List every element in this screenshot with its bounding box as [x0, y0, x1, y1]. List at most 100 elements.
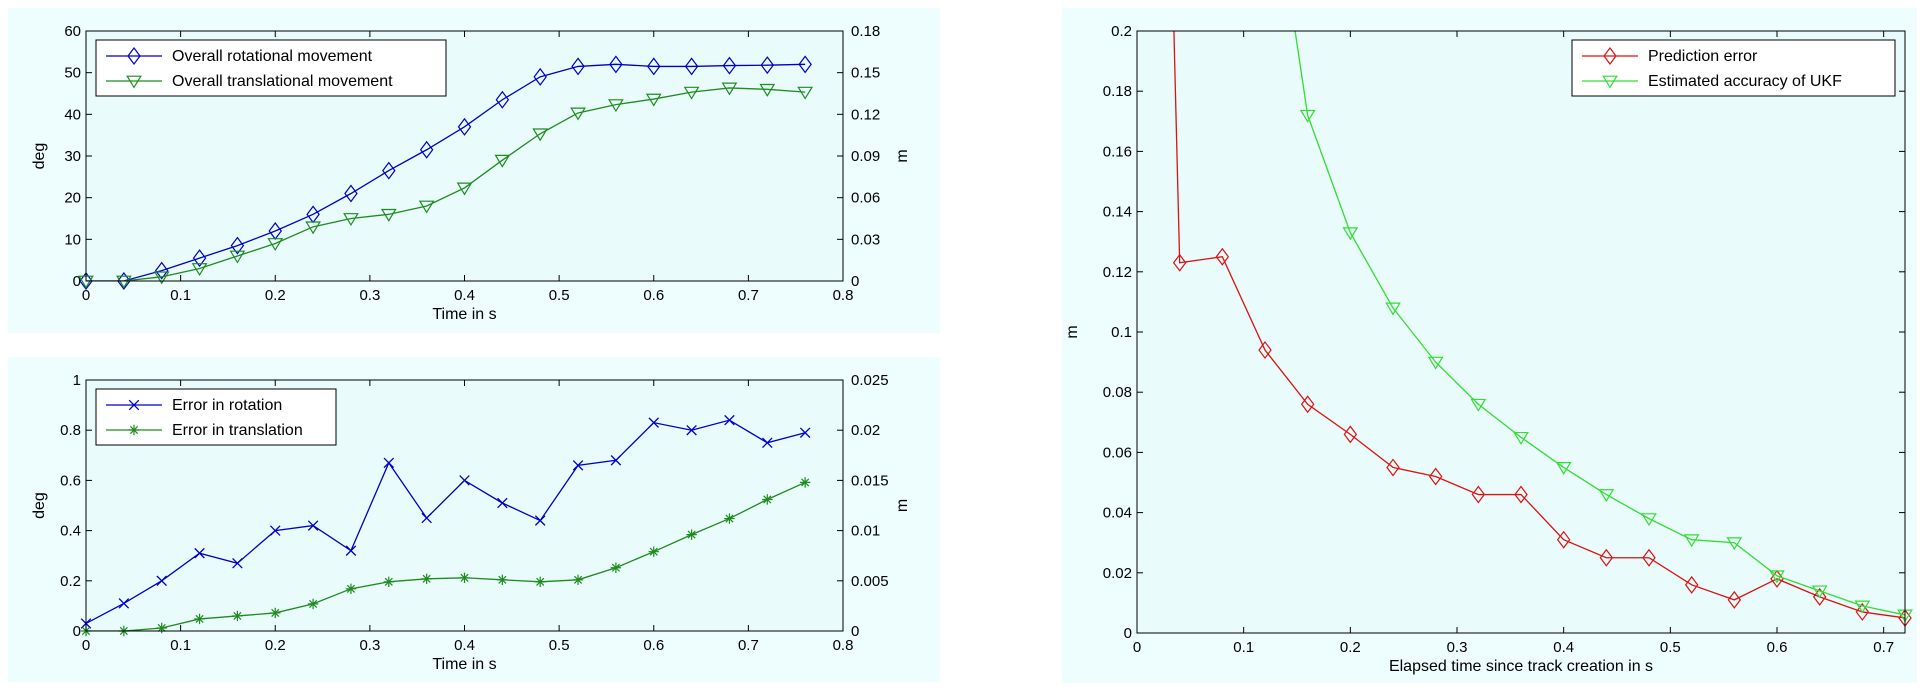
data-point	[307, 598, 319, 610]
series-line	[1173, 31, 1905, 619]
y-tick-label-left: 0.8	[60, 422, 81, 439]
data-point	[1598, 489, 1615, 503]
x-tick-label: 0.4	[454, 287, 475, 304]
data-point	[1727, 590, 1742, 609]
series-1	[1294, 31, 1905, 616]
data-point	[1299, 109, 1316, 123]
x-tick-label: 0.7	[738, 637, 759, 654]
data-point	[684, 57, 699, 76]
y-tick-label-left: 0.18	[1103, 83, 1132, 100]
legend-label: Prediction error	[1648, 48, 1758, 65]
data-point	[457, 117, 472, 136]
data-point	[1854, 600, 1871, 614]
data-point	[153, 271, 170, 285]
data-point	[117, 272, 131, 290]
data-point	[154, 261, 169, 280]
series-1	[86, 481, 806, 631]
data-point	[724, 414, 735, 426]
series-line	[86, 87, 806, 281]
y-tick-label-right: 0	[851, 623, 859, 640]
data-point	[194, 613, 205, 625]
data-point	[610, 562, 622, 573]
data-point	[799, 427, 811, 438]
data-point	[267, 238, 284, 252]
x-tick-label: 0.1	[170, 287, 191, 304]
y-tick-label-right: 0.015	[851, 472, 889, 489]
data-point	[1855, 602, 1870, 621]
x-tick-label: 0	[82, 287, 90, 304]
data-point	[495, 90, 510, 109]
data-point	[115, 275, 132, 289]
legend-box	[1571, 39, 1896, 97]
data-point	[1683, 534, 1700, 548]
data-point	[194, 547, 205, 559]
x-tick-label: 0.2	[265, 287, 286, 304]
data-point	[1342, 227, 1359, 241]
y-tick-label-left: 30	[64, 148, 81, 165]
x-axis-label: Time in s	[432, 306, 496, 323]
data-point	[497, 574, 508, 585]
y-axis-label-left: m	[1064, 325, 1081, 338]
data-point	[421, 573, 432, 584]
legend-box	[95, 388, 337, 446]
data-point	[799, 477, 811, 488]
y-tick-label-left: 0	[73, 623, 81, 640]
y-axis-label-left: deg	[31, 492, 48, 519]
legend-marker	[126, 75, 142, 89]
data-point	[418, 200, 435, 214]
y-tick-label-left: 0.06	[1103, 444, 1132, 461]
data-point	[762, 437, 773, 449]
y-tick-label-left: 0	[1124, 625, 1132, 642]
y-axis-label-left: deg	[31, 143, 48, 170]
data-point	[1470, 398, 1487, 412]
y-tick-label-left: 0.2	[1111, 23, 1132, 40]
legend-label: Overall rotational movement	[172, 48, 373, 65]
chart-top-left: 0 0.1 0.2 0.3 0.4 0.5 0.6 0.7 0.8010203040506000…	[8, 8, 940, 333]
data-point	[419, 140, 434, 159]
legend-label: Error in rotation	[172, 397, 282, 414]
data-point	[1556, 530, 1571, 549]
data-point	[383, 576, 394, 588]
data-point	[269, 525, 281, 536]
data-point	[1812, 587, 1827, 606]
legend: Overall rotational movement Overall trans…	[95, 39, 447, 97]
series-markers-1	[1299, 109, 1913, 623]
chart-right: 0 0.1 0.2 0.3 0.4 0.5 0.6 0.7 0 0.02 0.04 0.06 0.08 0…	[1062, 8, 1917, 683]
data-point	[344, 184, 358, 203]
data-point	[1428, 467, 1443, 486]
y-tick-label-left: 1	[73, 372, 81, 389]
data-point	[797, 86, 814, 100]
y-tick-label-right: 0.06	[851, 190, 880, 207]
x-tick-label: 0.4	[454, 637, 475, 654]
y-tick-label-left: 0.2	[60, 573, 81, 590]
data-point	[572, 574, 584, 585]
data-point	[1641, 513, 1657, 527]
y-tick-label-left: 40	[64, 106, 81, 123]
data-point	[610, 455, 622, 466]
data-point	[572, 460, 584, 471]
y-tick-label-right: 0.18	[851, 23, 880, 40]
y-tick-label-left: 60	[64, 23, 81, 40]
data-point	[232, 557, 243, 569]
x-tick-label: 0	[82, 637, 90, 654]
data-point	[421, 512, 432, 524]
x-tick-label: 0.3	[1447, 639, 1468, 656]
data-point	[229, 250, 246, 264]
y-tick-label-left: 0.1	[1111, 324, 1132, 341]
x-axis-label: Elapsed time since track creation in s	[1389, 658, 1653, 675]
data-point	[383, 457, 395, 469]
data-point	[762, 494, 773, 505]
data-point	[1769, 570, 1785, 584]
data-point	[721, 82, 738, 96]
x-tick-label: 0.6	[1767, 639, 1788, 656]
legend-label: Error in translation	[172, 422, 303, 439]
x-tick-label: 0.8	[833, 287, 854, 304]
y-tick-label-left: 0.6	[60, 472, 81, 489]
x-tick-label: 0.1	[1233, 639, 1254, 656]
data-point	[648, 546, 659, 557]
data-point	[571, 57, 585, 76]
x-tick-label: 0.7	[1873, 639, 1894, 656]
y-axis-label-right: m	[894, 499, 911, 512]
y-tick-label-left: 0.04	[1103, 505, 1132, 522]
